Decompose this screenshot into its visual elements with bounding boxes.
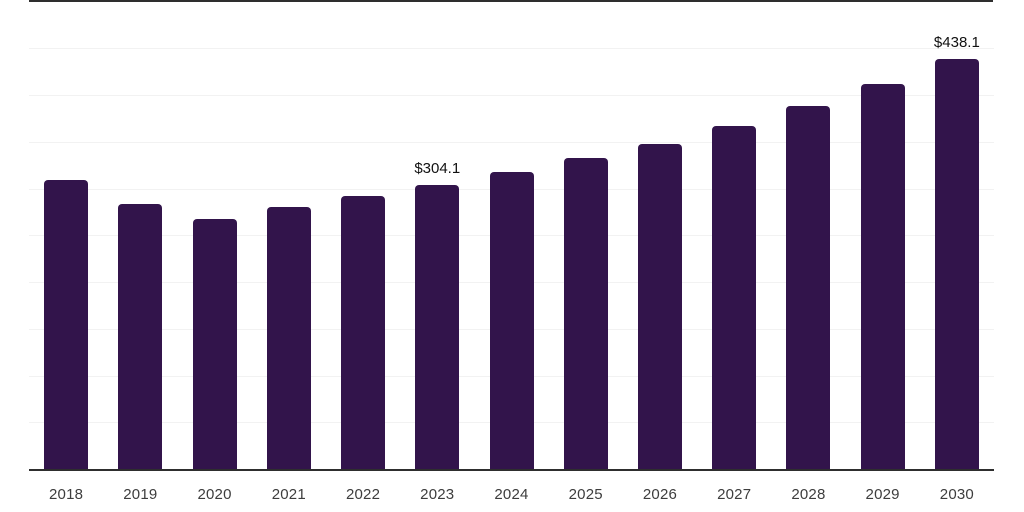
x-tick-2028: 2028 [791,485,826,503]
bar-2019 [118,203,163,469]
x-tick-2019: 2019 [123,485,158,503]
bar-2027 [712,125,757,469]
x-tick-2024: 2024 [494,485,529,503]
x-tick-2023: 2023 [420,485,455,503]
bar-2023 [415,184,460,469]
bar-2022 [341,195,386,469]
bar-2028 [786,105,831,469]
x-tick-2020: 2020 [197,485,232,503]
bar-2018 [44,180,89,469]
x-tick-2027: 2027 [717,485,752,503]
gridline-450 [29,48,994,50]
x-tick-2022: 2022 [345,485,381,503]
bar-2025 [563,157,608,469]
x-tick-2029: 2029 [865,485,900,503]
bar-2021 [266,206,311,469]
bar-2020 [192,219,237,469]
gridline-350 [29,141,994,143]
bar-2029 [860,84,905,469]
x-tick-2025: 2025 [568,485,603,503]
x-tick-2021: 2021 [271,485,306,503]
chart-top-border [29,0,993,2]
x-tick-2026: 2026 [642,485,678,503]
bar-2030 [934,59,979,469]
bar-2024 [489,172,534,469]
gridline-400 [29,95,994,96]
data-label-2023: $304.1 [414,159,461,177]
x-tick-2030: 2030 [939,485,974,503]
x-axis-line [29,469,994,471]
bar-2026 [637,143,682,469]
data-label-2030: $438.1 [933,34,980,52]
x-tick-2018: 2018 [49,485,84,503]
